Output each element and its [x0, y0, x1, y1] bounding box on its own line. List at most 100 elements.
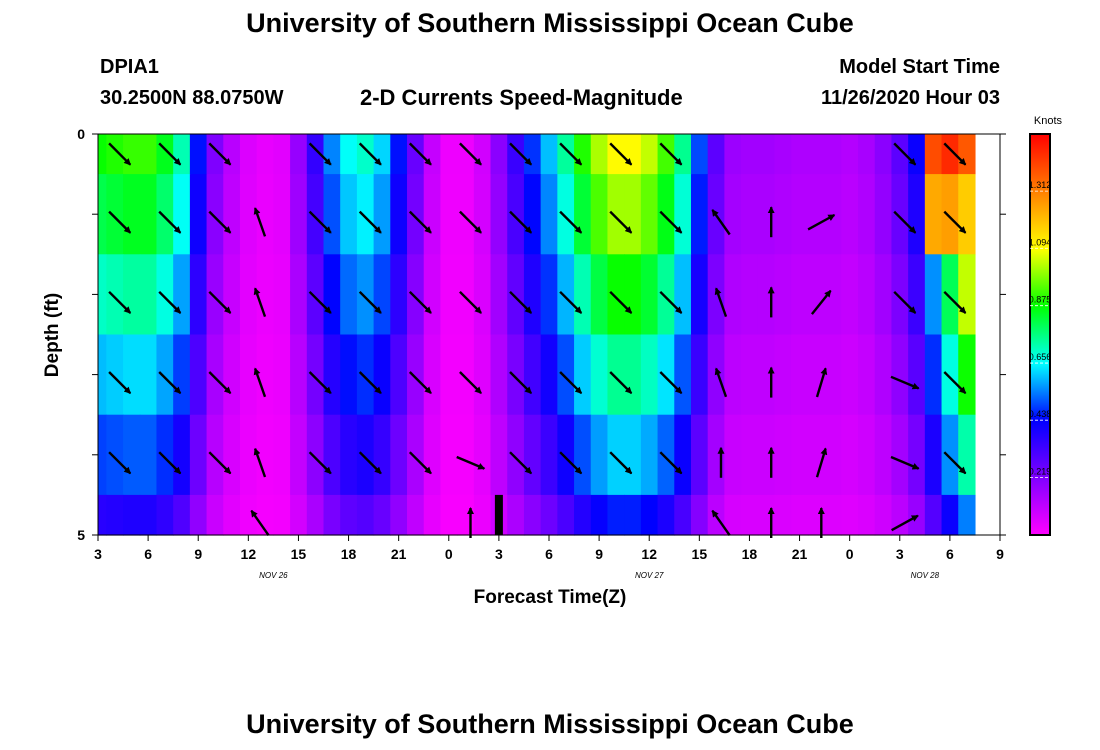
heatmap-cell	[407, 174, 425, 255]
heatmap-cell	[574, 174, 592, 255]
heatmap-cell	[624, 334, 642, 416]
heatmap-cell	[239, 414, 258, 496]
heatmap-cell	[523, 414, 542, 496]
heatmap-cell	[791, 414, 809, 496]
heatmap-cell	[724, 414, 742, 496]
heatmap-cell	[574, 334, 592, 416]
current-arrow	[108, 371, 132, 395]
heatmap-cell	[590, 174, 609, 255]
heatmap-cell	[874, 174, 893, 255]
heatmap-cell	[440, 414, 458, 496]
heatmap-cell	[306, 494, 325, 536]
heatmap-cell	[741, 414, 759, 496]
heatmap-cell	[123, 334, 141, 416]
heatmap-cell	[123, 254, 141, 336]
heatmap-cell	[340, 414, 358, 496]
heatmap-cell	[340, 494, 358, 536]
heatmap-cell	[674, 174, 692, 255]
heatmap-cell	[98, 334, 107, 416]
heatmap-cell	[807, 174, 826, 255]
heatmap-cell	[741, 174, 759, 255]
heatmap-cell	[924, 494, 943, 536]
heatmap-cell	[139, 414, 158, 496]
heatmap-cell	[707, 134, 725, 175]
current-arrow	[208, 290, 232, 314]
current-vectors	[108, 142, 967, 538]
current-arrow	[208, 371, 232, 395]
date-label: NOV 27	[635, 571, 664, 580]
current-arrow	[158, 142, 182, 166]
heatmap-cell	[440, 494, 458, 536]
heatmap-cell	[273, 254, 291, 336]
heatmap-cell	[674, 494, 692, 536]
current-arrow	[509, 210, 533, 234]
heatmap-cell	[340, 174, 358, 255]
heatmap-cell	[490, 254, 508, 336]
heatmap-cell	[574, 414, 592, 496]
heatmap-cell	[423, 254, 442, 336]
heatmap-cell	[640, 334, 659, 416]
x-tick-label: 6	[144, 546, 152, 562]
current-arrow	[358, 210, 382, 234]
no-data-cell	[494, 494, 503, 535]
heatmap-cell	[741, 494, 759, 536]
heatmap-cell	[490, 174, 508, 255]
current-arrow	[208, 451, 232, 475]
current-arrow	[943, 371, 967, 395]
heatmap-cell	[206, 414, 224, 496]
heatmap-cell	[356, 174, 375, 255]
heatmap-cell	[98, 494, 107, 536]
heatmap-cell	[674, 334, 692, 416]
heatmap-cell	[189, 334, 208, 416]
current-arrow	[253, 367, 267, 398]
heatmap-cell	[273, 334, 291, 416]
y-axis-title: Depth (ft)	[42, 293, 63, 377]
heatmap-cell	[273, 414, 291, 496]
heatmap-cell	[690, 494, 709, 536]
heatmap-cell	[858, 334, 876, 416]
heatmap-cell	[824, 414, 842, 496]
current-arrow	[559, 371, 583, 395]
x-tick-label: 15	[692, 546, 708, 562]
heatmap-cell	[540, 134, 558, 175]
current-arrow	[108, 142, 132, 166]
heatmap-cell	[574, 134, 592, 175]
heatmap-cell	[106, 254, 124, 336]
heatmap-cell	[724, 174, 742, 255]
current-arrow	[609, 210, 633, 234]
heatmap-cell	[657, 494, 675, 536]
current-arrow	[893, 210, 917, 234]
heatmap-cell	[958, 414, 976, 496]
heatmap-cell	[791, 254, 809, 336]
current-arrow	[659, 290, 683, 314]
model-start-label: Model Start Time	[839, 56, 1000, 78]
heatmap-cell	[807, 134, 826, 175]
heatmap-cell	[674, 134, 692, 175]
x-tick-label: 3	[896, 546, 904, 562]
x-tick-label: 18	[341, 546, 357, 562]
heatmap-cell	[356, 494, 375, 536]
heatmap-cell	[273, 134, 291, 175]
heatmap-cell	[874, 414, 893, 496]
heatmap-cell	[390, 334, 408, 416]
current-arrow	[408, 451, 432, 475]
heatmap-cell	[690, 134, 709, 175]
current-arrow	[559, 290, 583, 314]
heatmap-cell	[557, 494, 575, 536]
heatmap-cell	[858, 134, 876, 175]
heatmap-cell	[590, 334, 609, 416]
heatmap-cell	[707, 334, 725, 416]
x-tick-label: 3	[94, 546, 102, 562]
heatmap-cell	[323, 254, 341, 336]
heatmap-cell	[189, 254, 208, 336]
x-axis-title: Forecast Time(Z)	[474, 587, 627, 608]
current-arrow	[509, 451, 533, 475]
colorbar-tick-label: 1.094	[1029, 237, 1052, 247]
heatmap-cell	[724, 254, 742, 336]
heatmap-cell	[707, 414, 725, 496]
heatmap-cell	[724, 334, 742, 416]
heatmap-cell	[624, 174, 642, 255]
colorbar-tick-label: 1.312	[1029, 180, 1052, 190]
heatmap-cell	[156, 174, 174, 255]
